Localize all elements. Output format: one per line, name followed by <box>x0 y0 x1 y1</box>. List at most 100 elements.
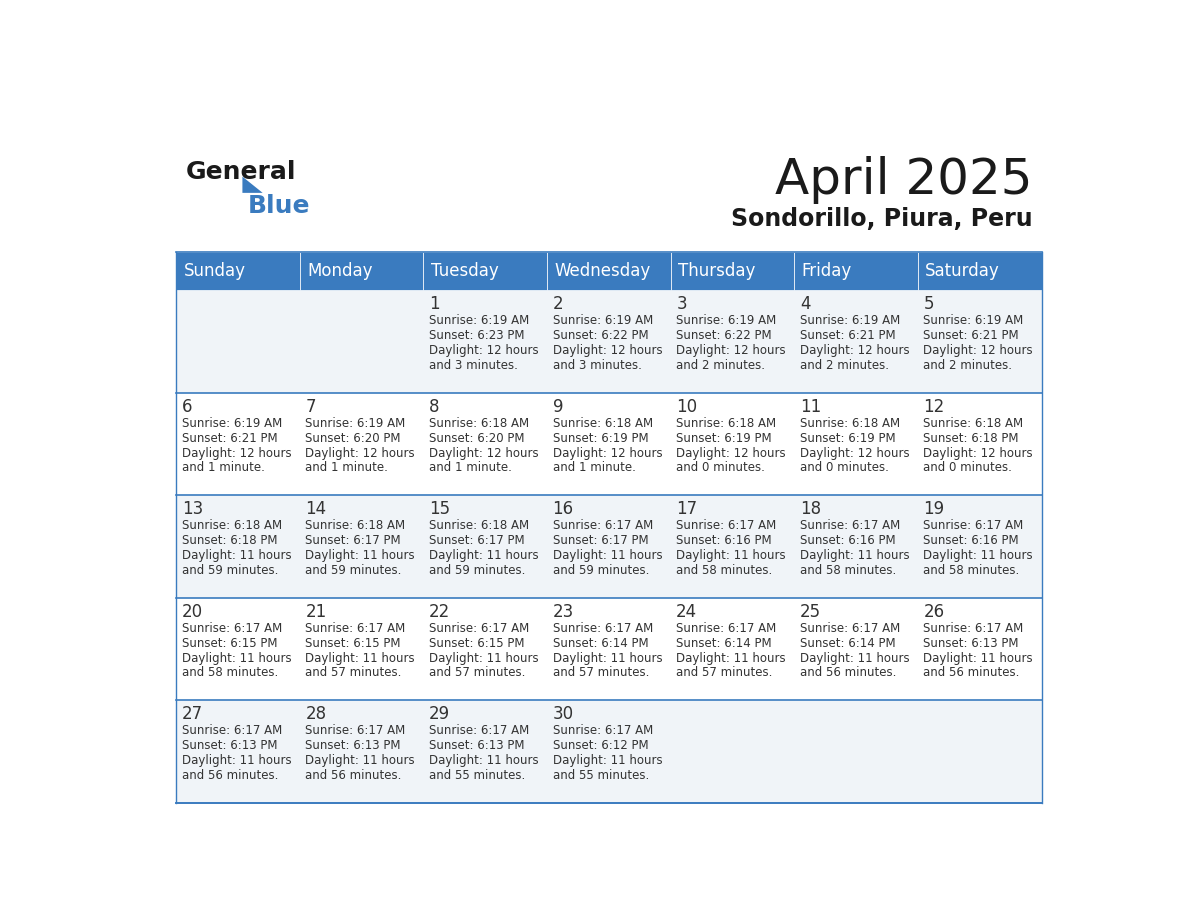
Bar <box>176 598 299 700</box>
Text: Sunset: 6:13 PM: Sunset: 6:13 PM <box>429 739 524 752</box>
Bar <box>918 393 1042 496</box>
Bar <box>299 496 423 598</box>
Text: 13: 13 <box>182 500 203 519</box>
Bar <box>795 290 918 393</box>
Text: Sunrise: 6:17 AM: Sunrise: 6:17 AM <box>923 621 1024 635</box>
Bar <box>918 290 1042 393</box>
Text: and 58 minutes.: and 58 minutes. <box>182 666 278 679</box>
Text: 7: 7 <box>305 397 316 416</box>
Text: Daylight: 12 hours: Daylight: 12 hours <box>923 447 1034 460</box>
Text: Daylight: 12 hours: Daylight: 12 hours <box>800 447 910 460</box>
Text: Sunset: 6:16 PM: Sunset: 6:16 PM <box>923 534 1019 547</box>
Text: Daylight: 11 hours: Daylight: 11 hours <box>923 549 1034 562</box>
Text: Sunrise: 6:17 AM: Sunrise: 6:17 AM <box>800 621 901 635</box>
Text: 22: 22 <box>429 603 450 621</box>
Text: General: General <box>185 161 296 185</box>
Text: Sunrise: 6:18 AM: Sunrise: 6:18 AM <box>429 520 529 532</box>
Text: Sunrise: 6:19 AM: Sunrise: 6:19 AM <box>182 417 282 430</box>
Text: Sunrise: 6:18 AM: Sunrise: 6:18 AM <box>676 417 776 430</box>
Text: and 58 minutes.: and 58 minutes. <box>800 564 896 577</box>
Text: and 3 minutes.: and 3 minutes. <box>429 359 518 372</box>
Text: 6: 6 <box>182 397 192 416</box>
Bar <box>918 496 1042 598</box>
Bar <box>176 252 299 290</box>
Bar <box>671 700 795 803</box>
Text: and 1 minute.: and 1 minute. <box>182 462 265 475</box>
Text: and 0 minutes.: and 0 minutes. <box>800 462 889 475</box>
Text: Daylight: 11 hours: Daylight: 11 hours <box>182 549 291 562</box>
Text: and 59 minutes.: and 59 minutes. <box>305 564 402 577</box>
Text: Sunrise: 6:17 AM: Sunrise: 6:17 AM <box>552 724 652 737</box>
Text: 30: 30 <box>552 705 574 723</box>
Text: and 58 minutes.: and 58 minutes. <box>923 564 1019 577</box>
Text: 16: 16 <box>552 500 574 519</box>
Text: and 59 minutes.: and 59 minutes. <box>552 564 649 577</box>
Text: Daylight: 11 hours: Daylight: 11 hours <box>182 652 291 665</box>
Text: Daylight: 12 hours: Daylight: 12 hours <box>676 447 785 460</box>
Text: Daylight: 11 hours: Daylight: 11 hours <box>800 549 910 562</box>
Bar <box>176 496 299 598</box>
Bar <box>795 700 918 803</box>
Text: 21: 21 <box>305 603 327 621</box>
Text: Daylight: 11 hours: Daylight: 11 hours <box>305 652 415 665</box>
Text: Sunset: 6:12 PM: Sunset: 6:12 PM <box>552 739 649 752</box>
Bar <box>546 252 671 290</box>
Text: Tuesday: Tuesday <box>431 262 499 280</box>
Text: and 2 minutes.: and 2 minutes. <box>676 359 765 372</box>
Text: 23: 23 <box>552 603 574 621</box>
Text: Daylight: 12 hours: Daylight: 12 hours <box>429 344 538 357</box>
Text: and 56 minutes.: and 56 minutes. <box>923 666 1019 679</box>
Text: and 1 minute.: and 1 minute. <box>429 462 512 475</box>
Text: 3: 3 <box>676 296 687 313</box>
Text: and 59 minutes.: and 59 minutes. <box>182 564 278 577</box>
Bar <box>423 393 546 496</box>
Text: 15: 15 <box>429 500 450 519</box>
Bar <box>423 252 546 290</box>
Text: Sunrise: 6:18 AM: Sunrise: 6:18 AM <box>182 520 282 532</box>
Text: Sunset: 6:19 PM: Sunset: 6:19 PM <box>800 431 896 445</box>
Bar <box>176 393 299 496</box>
Text: Sunset: 6:21 PM: Sunset: 6:21 PM <box>923 330 1019 342</box>
Text: Sunset: 6:15 PM: Sunset: 6:15 PM <box>305 637 400 650</box>
Text: and 56 minutes.: and 56 minutes. <box>182 769 278 782</box>
Text: Daylight: 11 hours: Daylight: 11 hours <box>429 549 538 562</box>
Text: 1: 1 <box>429 296 440 313</box>
Text: Sunset: 6:17 PM: Sunset: 6:17 PM <box>305 534 400 547</box>
Text: Daylight: 11 hours: Daylight: 11 hours <box>552 754 662 767</box>
Text: Sunrise: 6:18 AM: Sunrise: 6:18 AM <box>552 417 652 430</box>
Text: and 58 minutes.: and 58 minutes. <box>676 564 772 577</box>
Text: Sunset: 6:16 PM: Sunset: 6:16 PM <box>800 534 896 547</box>
Bar <box>671 598 795 700</box>
Text: Wednesday: Wednesday <box>555 262 651 280</box>
Bar <box>423 700 546 803</box>
Text: 5: 5 <box>923 296 934 313</box>
Text: Sunrise: 6:19 AM: Sunrise: 6:19 AM <box>800 315 901 328</box>
Text: Sunset: 6:14 PM: Sunset: 6:14 PM <box>552 637 649 650</box>
Text: Sunset: 6:22 PM: Sunset: 6:22 PM <box>676 330 772 342</box>
Text: 25: 25 <box>800 603 821 621</box>
Text: 19: 19 <box>923 500 944 519</box>
Bar <box>299 700 423 803</box>
Text: Sunset: 6:16 PM: Sunset: 6:16 PM <box>676 534 772 547</box>
Text: 12: 12 <box>923 397 944 416</box>
Text: 28: 28 <box>305 705 327 723</box>
Text: Sunset: 6:14 PM: Sunset: 6:14 PM <box>800 637 896 650</box>
Text: Sunset: 6:20 PM: Sunset: 6:20 PM <box>305 431 400 445</box>
Text: Sunrise: 6:17 AM: Sunrise: 6:17 AM <box>552 621 652 635</box>
Text: 24: 24 <box>676 603 697 621</box>
Text: 17: 17 <box>676 500 697 519</box>
Text: and 56 minutes.: and 56 minutes. <box>305 769 402 782</box>
Text: 26: 26 <box>923 603 944 621</box>
Text: and 57 minutes.: and 57 minutes. <box>429 666 525 679</box>
Bar <box>671 252 795 290</box>
Text: Daylight: 11 hours: Daylight: 11 hours <box>305 549 415 562</box>
Bar <box>423 496 546 598</box>
Text: Sunset: 6:17 PM: Sunset: 6:17 PM <box>429 534 525 547</box>
Text: Sunrise: 6:17 AM: Sunrise: 6:17 AM <box>182 621 282 635</box>
Text: Sunset: 6:13 PM: Sunset: 6:13 PM <box>182 739 277 752</box>
Text: Sunset: 6:18 PM: Sunset: 6:18 PM <box>923 431 1019 445</box>
Text: and 0 minutes.: and 0 minutes. <box>676 462 765 475</box>
Bar <box>918 598 1042 700</box>
Text: Sunrise: 6:18 AM: Sunrise: 6:18 AM <box>800 417 901 430</box>
Text: Daylight: 11 hours: Daylight: 11 hours <box>923 652 1034 665</box>
